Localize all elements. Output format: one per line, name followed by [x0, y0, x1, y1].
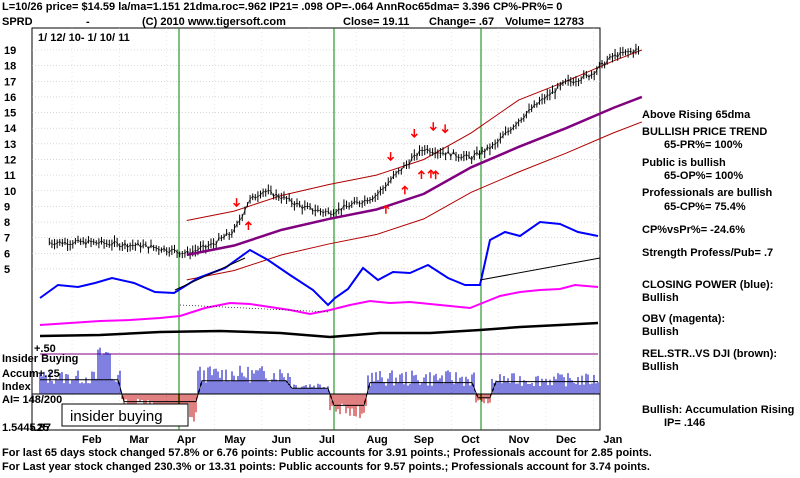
x-tick-label: Dec: [556, 434, 576, 446]
price-series: [48, 43, 640, 260]
x-tick-label: Jul: [319, 434, 335, 446]
buy-arrow: [427, 169, 435, 179]
y-axis-labels: 5 6 7 8 9 10 11 12 13 14 15 16 17 18 19: [4, 45, 17, 276]
rp-8: Strength Profess/Pub= .7: [642, 247, 773, 259]
y-tick-label: 7: [4, 233, 10, 245]
insider-index: Index: [2, 381, 32, 393]
rp-0: Above Rising 65dma: [642, 109, 751, 121]
plot-frame: [31, 27, 601, 431]
grid-layer: [32, 28, 600, 430]
rp-3: Public is bullish: [642, 157, 726, 169]
insider-minus25: -.25: [30, 422, 49, 434]
bottom-line1: For last 65 days stock changed 57.8% or …: [2, 447, 652, 459]
rp-14: Bullish: [642, 361, 679, 373]
accumulation-histogram: [39, 347, 599, 424]
closing-power-line: [39, 220, 599, 307]
lower-band: [186, 121, 643, 281]
y-tick-label: 13: [4, 139, 16, 151]
sell-arrow: [429, 122, 437, 132]
rp-12: Bullish: [642, 326, 679, 338]
rp-11: OBV (magenta):: [642, 313, 725, 325]
x-tick-label: May: [224, 434, 246, 446]
y-tick-label: 5: [4, 264, 10, 276]
rp-2: 65-PR%= 100%: [664, 139, 743, 151]
y-tick-label: 8: [4, 217, 10, 229]
insider-title: Insider Buying: [2, 353, 78, 365]
y-tick-label: 18: [4, 61, 16, 73]
price-bands: [186, 49, 643, 281]
rp-9: CLOSING POWER (blue):: [642, 279, 773, 291]
sell-arrow: [441, 124, 449, 134]
rp-10: Bullish: [642, 292, 679, 304]
rp-5: Professionals are bullish: [642, 187, 772, 199]
insider-legend-box: [61, 403, 189, 427]
header-copyright: (C) 2010 www.tigersoft.com: [142, 16, 286, 28]
insider-plus25: +.25: [38, 368, 60, 380]
y-tick-label: 15: [4, 108, 16, 120]
y-tick-label: 10: [4, 186, 16, 198]
cp-trendline-2: [174, 257, 246, 291]
upper-band: [186, 49, 643, 221]
x-tick-label: Jun: [272, 434, 292, 446]
x-tick-label: Nov: [509, 434, 531, 446]
y-tick-label: 12: [4, 154, 16, 166]
header-symbol: SPRD: [2, 16, 33, 28]
rp-7: CP%vsPr%= -24.6%: [642, 224, 745, 236]
insider-overlap-label: 1.5445.87: [2, 422, 51, 434]
x-tick-label: Sep: [414, 434, 434, 446]
x-axis-labels: Feb Mar Apr May Jun Jul Aug Sep Oct Nov Dec Jan: [82, 434, 623, 446]
cp-trendline: [479, 257, 601, 281]
y-tick-label: 6: [4, 248, 10, 260]
rp-4: 65-OP%= 100%: [664, 170, 743, 182]
header-change: Change= .67: [429, 16, 494, 28]
y-tick-label: 16: [4, 92, 16, 104]
header-date-range: 1/ 12/ 10- 1/ 10/ 11: [38, 32, 130, 44]
ma65-line: [186, 95, 643, 257]
obv-line: [39, 283, 599, 326]
signal-arrows: [233, 122, 449, 231]
rp-13: REL.STR..VS DJI (brown):: [642, 348, 777, 360]
buy-arrow: [382, 204, 390, 214]
y-tick-label: 14: [4, 123, 17, 135]
insider-legend-text: insider buying: [70, 408, 163, 425]
header-volume: Volume= 12783: [505, 16, 584, 28]
insider-plus50: +.50: [34, 343, 56, 355]
accum-ma-line: [40, 379, 598, 406]
rp-16: IP= .146: [664, 417, 705, 429]
rp-6: 65-CP%= 75.4%: [664, 201, 746, 213]
dotted-trend: [179, 304, 331, 313]
insider-ai: AI= 148/200: [2, 394, 62, 406]
sell-arrow: [233, 198, 241, 208]
price-line: [49, 48, 639, 255]
header-dash: -: [86, 16, 90, 28]
y-tick-label: 11: [4, 170, 16, 182]
x-tick-label: Feb: [82, 434, 102, 446]
x-tick-label: Apr: [177, 434, 197, 446]
x-tick-label: Jan: [603, 434, 622, 446]
x-tick-label: Oct: [461, 434, 480, 446]
sell-arrow: [410, 128, 418, 139]
sell-arrow: [387, 152, 395, 162]
rp-15: Bullish: Accumulation Rising: [642, 404, 794, 416]
y-tick-label: 9: [4, 201, 10, 213]
buy-arrow: [401, 185, 409, 195]
bottom-line2: For Last year stock changed 230.3% or 13…: [2, 461, 650, 473]
y-tick-label: 19: [4, 45, 16, 57]
rel-strength-line: [39, 321, 599, 339]
x-tick-label: Mar: [129, 434, 149, 446]
header-close: Close= 19.11: [343, 16, 409, 28]
right-panel: Above Rising 65dma BULLISH PRICE TREND 6…: [642, 109, 794, 429]
x-tick-label: Aug: [366, 434, 387, 446]
insider-accum: Accum: [2, 368, 39, 380]
y-tick-label: 17: [4, 76, 16, 88]
buy-arrow: [432, 170, 440, 180]
header-line1: L=10/26 price= $14.59 la/ma=1.151 21dma.…: [2, 1, 562, 13]
rp-1: BULLISH PRICE TREND: [642, 126, 767, 138]
buy-arrow: [417, 169, 425, 180]
ma65-series: [186, 95, 643, 257]
buy-arrow: [244, 220, 252, 231]
